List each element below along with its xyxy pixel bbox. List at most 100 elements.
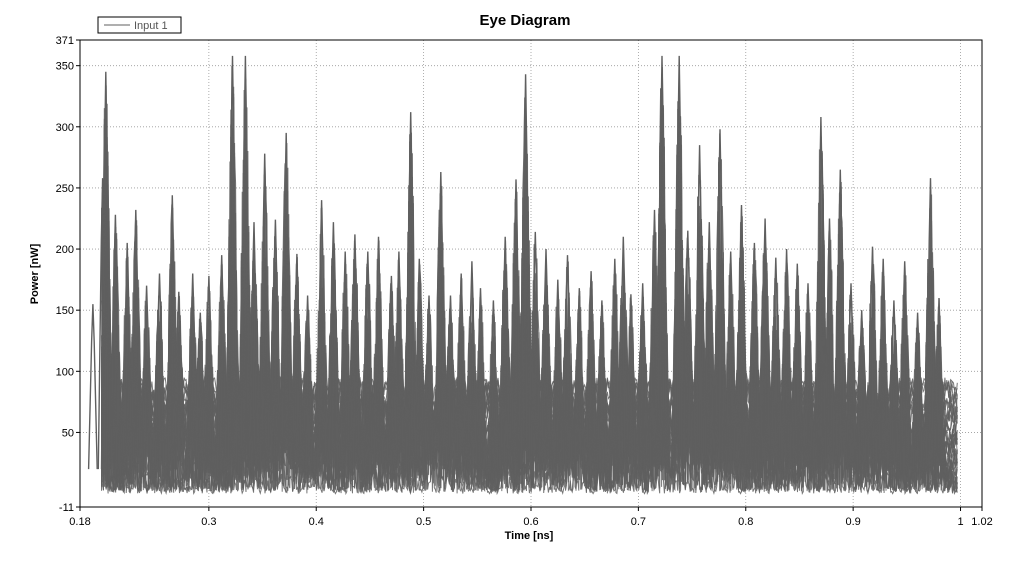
y-axis-ticks: -11 50 100 150 200 250 300 350 371 xyxy=(56,35,80,514)
peak-spike xyxy=(328,222,339,470)
peak-spike xyxy=(373,236,384,470)
peak-spike xyxy=(270,219,281,470)
peak-spike xyxy=(674,55,685,470)
legend-box xyxy=(97,16,182,34)
y-tick-label: -11 xyxy=(59,502,74,514)
y-tick-label: 100 xyxy=(56,366,74,378)
x-tick-label: 0.9 xyxy=(845,516,860,528)
peak-spike xyxy=(122,242,133,470)
peak-spike xyxy=(195,312,206,470)
peak-spike xyxy=(520,74,531,470)
peak-spike xyxy=(715,129,725,470)
peak-spike xyxy=(846,283,856,470)
peak-spike xyxy=(725,251,736,470)
peak-spike xyxy=(704,222,715,470)
peak-spike xyxy=(281,132,292,470)
legend: Input 1 xyxy=(97,16,182,34)
x-tick-label: 0.7 xyxy=(631,516,646,528)
peak-spike xyxy=(100,71,111,470)
y-tick-label: 200 xyxy=(56,244,74,256)
peak-spike xyxy=(657,55,667,470)
peak-spike xyxy=(475,288,486,470)
peak-spike xyxy=(511,179,521,470)
peak-spike xyxy=(749,242,760,470)
peak-spike xyxy=(240,55,251,470)
peak-spike xyxy=(899,261,910,470)
peak-spike xyxy=(291,253,302,470)
peak-spike xyxy=(173,291,184,470)
peak-spike xyxy=(167,195,178,470)
peak-spike xyxy=(435,171,446,470)
peak-spike xyxy=(97,178,108,470)
peak-spike xyxy=(488,300,499,470)
eye-peaks xyxy=(87,55,944,470)
peak-spike xyxy=(445,295,456,470)
peak-spike xyxy=(362,251,373,470)
peak-spike xyxy=(393,251,404,470)
legend-entry-input-1: Input 1 xyxy=(134,20,168,32)
x-tick-label: 0.6 xyxy=(523,516,538,528)
peak-spike xyxy=(694,145,705,470)
peak-spike xyxy=(227,55,238,470)
peak-spike xyxy=(552,279,563,470)
peak-spike xyxy=(130,209,141,470)
peak-spike xyxy=(562,255,573,470)
peak-spike xyxy=(792,263,803,470)
x-tick-label: 0.4 xyxy=(309,516,324,528)
peak-spike xyxy=(770,257,781,470)
peak-spike xyxy=(154,273,165,470)
peak-spike xyxy=(456,273,467,470)
chart-title: Eye Diagram xyxy=(480,12,571,29)
peak-spike xyxy=(386,275,397,470)
peak-spike xyxy=(925,178,936,470)
peak-spike xyxy=(815,116,826,470)
peak-spike xyxy=(682,230,693,470)
y-tick-label: 371 xyxy=(56,35,74,47)
y-axis-label: Power [nW] xyxy=(29,243,41,304)
peak-spike xyxy=(878,258,889,470)
peak-spike xyxy=(736,204,747,470)
peak-spike xyxy=(405,112,416,470)
peak-spike xyxy=(618,236,629,470)
peak-spike xyxy=(609,258,620,470)
x-tick-label: 0.18 xyxy=(69,516,90,528)
peak-spike xyxy=(259,153,270,470)
peak-spike xyxy=(867,246,878,470)
x-tick-label: 0.8 xyxy=(738,516,753,528)
peak-spike xyxy=(216,255,227,470)
y-tick-label: 350 xyxy=(56,61,74,73)
peak-spike xyxy=(541,248,551,470)
x-tick-label: 1 xyxy=(957,516,963,528)
x-tick-label: 1.02 xyxy=(971,516,992,528)
peak-spike xyxy=(203,275,214,470)
y-tick-label: 300 xyxy=(56,122,74,134)
peak-spike xyxy=(340,251,351,470)
peak-spike xyxy=(781,248,792,470)
peak-spike xyxy=(912,312,923,470)
y-tick-label: 250 xyxy=(56,183,74,195)
peak-spike xyxy=(760,218,771,470)
peak-spike xyxy=(596,300,607,470)
peak-spike xyxy=(141,285,152,470)
y-tick-label: 50 xyxy=(62,427,74,439)
peak-spike xyxy=(586,271,597,470)
x-tick-label: 0.5 xyxy=(416,516,431,528)
peak-spike xyxy=(316,200,327,470)
peak-spike xyxy=(574,288,585,470)
peak-spike xyxy=(625,294,636,470)
y-tick-label: 150 xyxy=(56,305,74,317)
peak-spike xyxy=(187,273,198,470)
peak-spike xyxy=(249,222,259,470)
peak-spike xyxy=(110,214,121,470)
peak-spike xyxy=(424,295,434,470)
peak-spike xyxy=(856,310,867,470)
peak-spike xyxy=(803,283,813,470)
peak-spike xyxy=(889,300,899,470)
peak-spike xyxy=(302,295,313,470)
peak-spike xyxy=(530,231,541,470)
peak-spike xyxy=(649,209,660,470)
peak-spike xyxy=(637,283,648,470)
peak-spike xyxy=(824,218,835,470)
peak-spike xyxy=(835,169,846,470)
